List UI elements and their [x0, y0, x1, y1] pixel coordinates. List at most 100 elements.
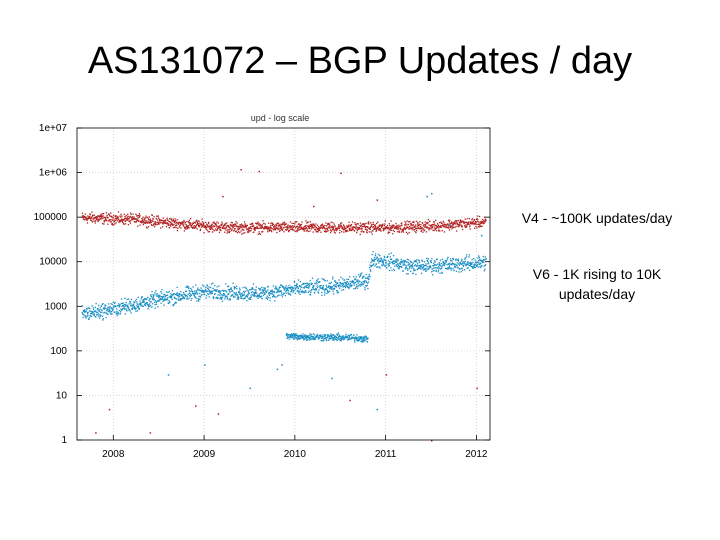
data-point-v6	[430, 271, 433, 273]
data-point-v4	[296, 225, 299, 228]
data-point-v6	[407, 264, 409, 266]
data-point-v4	[367, 227, 369, 229]
data-point-v6	[92, 310, 94, 313]
data-point-v6	[296, 285, 299, 288]
data-point-v6	[371, 253, 373, 256]
data-point-v4	[94, 220, 97, 222]
data-point-v4	[322, 225, 325, 228]
data-point-v6	[101, 309, 103, 312]
data-point-v6	[255, 289, 257, 291]
data-point-v4	[228, 231, 231, 234]
data-point-v6	[308, 290, 310, 292]
data-point-v4	[254, 226, 257, 229]
data-point-v6	[268, 294, 271, 297]
data-point-v6	[305, 291, 307, 293]
data-point-v6	[228, 285, 230, 287]
data-point-v6	[251, 291, 253, 293]
data-point-v6	[232, 294, 234, 296]
data-point-v6	[275, 285, 277, 287]
data-point-v4	[422, 231, 424, 233]
data-point-v6	[473, 266, 476, 269]
data-point-v4	[171, 220, 173, 222]
data-point-v4	[479, 224, 481, 226]
data-point-v4	[466, 221, 468, 224]
data-point-v6	[445, 260, 447, 263]
data-point-v4	[158, 217, 160, 219]
data-point-v6	[339, 284, 341, 287]
data-point-v6	[99, 311, 102, 313]
data-point-v6	[111, 313, 113, 315]
data-point-v4	[272, 229, 275, 231]
data-point-v6	[246, 289, 248, 291]
data-point-v4	[312, 227, 314, 229]
data-point-v6	[184, 293, 186, 296]
data-point-v4	[203, 223, 205, 225]
data-point-v6	[92, 311, 94, 314]
data-point-v6	[162, 296, 165, 298]
data-point-v4	[279, 226, 282, 228]
data-point-v6	[225, 283, 227, 285]
data-point-v6	[98, 309, 100, 311]
data-point-v4	[143, 219, 146, 221]
data-point-v6	[220, 296, 222, 298]
data-point-v4	[245, 226, 247, 229]
data-point-v6	[151, 297, 153, 299]
data-point-v6	[262, 291, 264, 293]
data-point-v4	[102, 215, 104, 217]
data-point-v6	[187, 285, 189, 288]
data-point-v4	[101, 222, 104, 225]
data-point-v6	[97, 315, 100, 317]
data-point-v4	[468, 223, 470, 225]
data-point-v6	[237, 291, 240, 293]
data-point-v6	[143, 301, 145, 303]
data-point-v6	[179, 295, 181, 297]
data-point-v6	[145, 303, 147, 305]
data-point-v4	[343, 225, 345, 227]
data-point-v6-low	[335, 338, 338, 341]
data-point-v6-low	[340, 338, 343, 340]
data-point-v6	[186, 294, 188, 297]
data-point-v4	[390, 220, 392, 222]
data-point-v6	[179, 293, 181, 295]
data-point-v4	[246, 228, 248, 230]
data-point-v4	[183, 221, 185, 223]
data-point-v4	[195, 227, 197, 229]
data-point-v4	[211, 224, 213, 226]
data-point-v6	[478, 259, 480, 262]
data-point-v6	[146, 298, 148, 300]
data-point-v6	[164, 297, 166, 299]
data-point-v6	[345, 282, 347, 285]
data-point-v4	[334, 225, 336, 227]
data-point-v4	[244, 223, 246, 225]
data-point-v6	[143, 300, 145, 302]
data-point-v6	[171, 298, 173, 301]
data-point-v4	[199, 228, 202, 231]
data-point-v6	[162, 296, 164, 298]
data-point-v4	[158, 221, 160, 223]
data-point-v6	[383, 264, 385, 266]
data-point-v4	[188, 222, 190, 224]
data-point-v6	[111, 307, 113, 309]
data-point-v6	[209, 286, 212, 289]
data-point-v6	[169, 301, 171, 303]
data-point-v4	[450, 222, 453, 224]
data-point-v4	[321, 223, 324, 225]
chart-title: upd - log scale	[251, 113, 310, 123]
data-point-v6	[280, 290, 283, 292]
data-point-v6	[129, 301, 132, 303]
data-point-v6	[401, 266, 403, 269]
data-point-v4	[267, 229, 269, 231]
data-point-v6	[142, 305, 145, 307]
data-point-v6	[400, 258, 402, 260]
data-point-v6	[375, 266, 378, 268]
data-point-v4	[438, 227, 440, 229]
data-point-v4	[464, 225, 466, 227]
data-point-v4	[113, 214, 115, 216]
data-point-v4	[289, 227, 291, 229]
data-point-v6	[342, 286, 344, 288]
data-point-v4	[340, 224, 342, 226]
data-point-v4	[291, 222, 293, 224]
x-tick-label: 2010	[284, 449, 307, 460]
data-point-v4	[447, 223, 449, 225]
data-point-v6	[100, 314, 102, 317]
